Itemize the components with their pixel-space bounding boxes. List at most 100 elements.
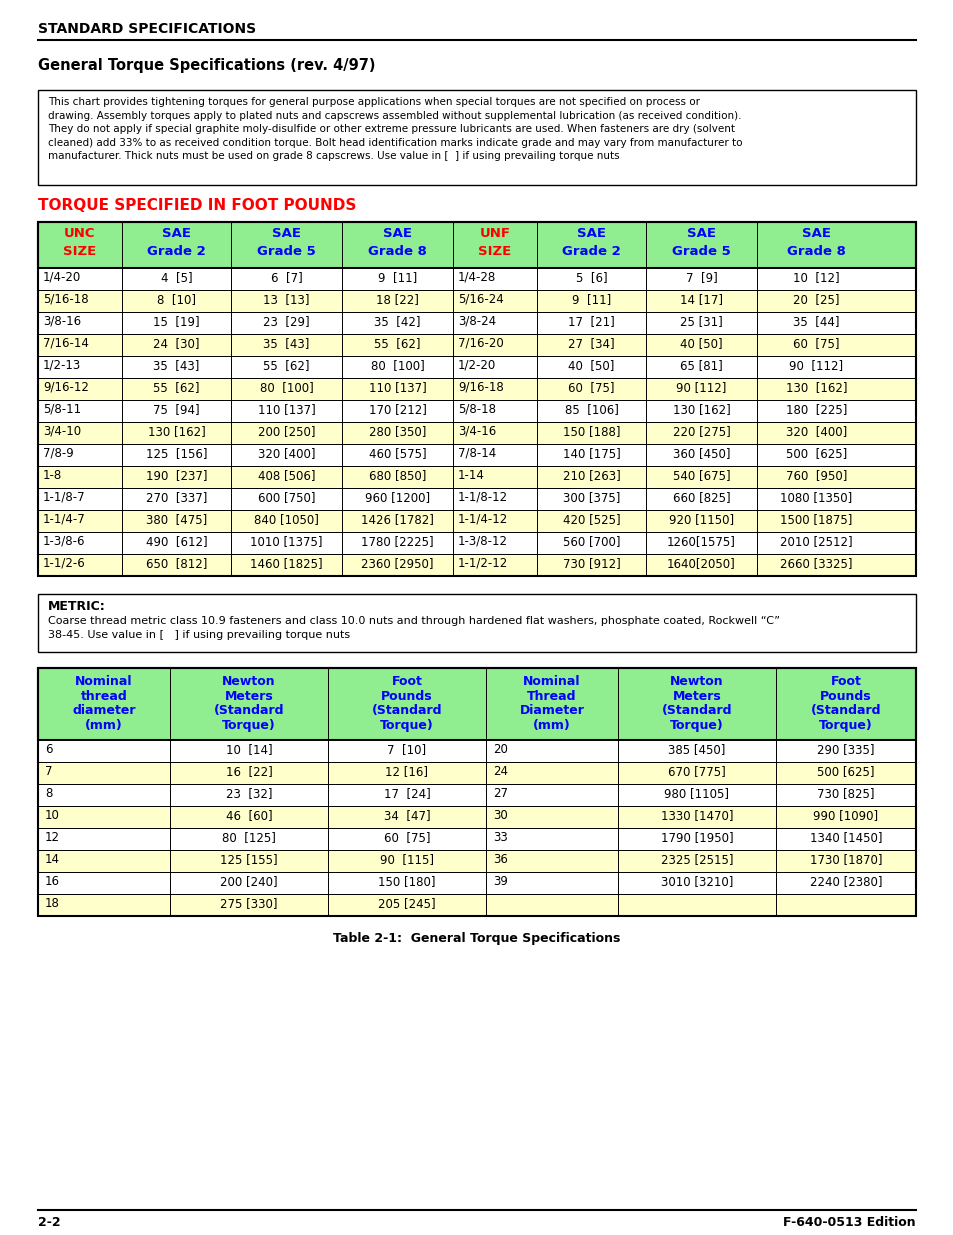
Text: 55  [62]: 55 [62] xyxy=(263,359,310,372)
Text: 460 [575]: 460 [575] xyxy=(368,447,426,459)
Text: 46  [60]: 46 [60] xyxy=(226,809,272,823)
Text: SAE: SAE xyxy=(686,227,716,240)
Text: 150 [180]: 150 [180] xyxy=(377,876,436,888)
Text: 24: 24 xyxy=(493,764,507,778)
Text: Pounds: Pounds xyxy=(820,689,871,703)
Text: 130 [162]: 130 [162] xyxy=(148,425,205,438)
Text: SAE: SAE xyxy=(162,227,191,240)
Bar xyxy=(38,222,915,576)
Text: Grade 2: Grade 2 xyxy=(561,245,620,258)
Text: 9  [11]: 9 [11] xyxy=(571,293,611,306)
Text: 670 [775]: 670 [775] xyxy=(667,764,725,778)
Text: 90 [112]: 90 [112] xyxy=(676,382,726,394)
Bar xyxy=(38,740,915,762)
Text: 80  [125]: 80 [125] xyxy=(222,831,275,844)
Bar xyxy=(38,668,915,916)
Text: (Standard: (Standard xyxy=(213,704,284,718)
Text: 12: 12 xyxy=(45,831,60,844)
Text: 4  [5]: 4 [5] xyxy=(160,270,193,284)
Text: Newton: Newton xyxy=(222,676,275,688)
Text: Coarse thread metric class 10.9 fasteners and class 10.0 nuts and through harden: Coarse thread metric class 10.9 fastener… xyxy=(48,616,780,640)
Text: Table 2-1:  General Torque Specifications: Table 2-1: General Torque Specifications xyxy=(333,932,620,945)
Text: 2010 [2512]: 2010 [2512] xyxy=(780,535,852,548)
Text: 500  [625]: 500 [625] xyxy=(785,447,846,459)
Text: 80  [100]: 80 [100] xyxy=(259,382,313,394)
Text: Foot: Foot xyxy=(391,676,422,688)
Bar xyxy=(38,290,915,312)
Text: 39: 39 xyxy=(493,876,507,888)
Text: 3/8-16: 3/8-16 xyxy=(43,315,81,329)
Text: Grade 8: Grade 8 xyxy=(368,245,427,258)
Text: 650  [812]: 650 [812] xyxy=(146,557,207,571)
Text: 36: 36 xyxy=(493,853,507,866)
Text: 730 [825]: 730 [825] xyxy=(817,787,874,800)
Text: 8  [10]: 8 [10] xyxy=(157,293,195,306)
Text: 200 [250]: 200 [250] xyxy=(257,425,314,438)
Text: 1/4-28: 1/4-28 xyxy=(457,270,496,284)
Text: 80  [100]: 80 [100] xyxy=(370,359,424,372)
Text: 35  [42]: 35 [42] xyxy=(374,315,420,329)
Text: METRIC:: METRIC: xyxy=(48,600,106,613)
Text: 1-1/2-12: 1-1/2-12 xyxy=(457,557,508,571)
Text: 60  [75]: 60 [75] xyxy=(383,831,430,844)
Text: Torque): Torque) xyxy=(222,719,275,731)
Text: 23  [32]: 23 [32] xyxy=(226,787,272,800)
Text: 990 [1090]: 990 [1090] xyxy=(813,809,878,823)
Text: SIZE: SIZE xyxy=(63,245,96,258)
Text: 5/8-18: 5/8-18 xyxy=(457,403,496,416)
Text: 490  [612]: 490 [612] xyxy=(146,535,207,548)
Text: 920 [1150]: 920 [1150] xyxy=(668,513,733,526)
Text: 90  [115]: 90 [115] xyxy=(379,853,434,866)
Bar xyxy=(38,555,915,576)
Text: 1-8: 1-8 xyxy=(43,469,62,482)
Text: 1-14: 1-14 xyxy=(457,469,484,482)
Bar xyxy=(38,894,915,916)
Bar xyxy=(38,510,915,532)
Text: 24  [30]: 24 [30] xyxy=(153,337,199,350)
Text: 27: 27 xyxy=(493,787,507,800)
Text: Meters: Meters xyxy=(224,689,274,703)
Bar xyxy=(38,333,915,356)
Text: 60  [75]: 60 [75] xyxy=(568,382,614,394)
Bar xyxy=(38,827,915,850)
Text: 6  [7]: 6 [7] xyxy=(271,270,302,284)
Bar xyxy=(38,312,915,333)
Text: Torque): Torque) xyxy=(379,719,434,731)
Text: 3010 [3210]: 3010 [3210] xyxy=(660,876,733,888)
Text: (Standard: (Standard xyxy=(661,704,732,718)
Text: 280 [350]: 280 [350] xyxy=(369,425,426,438)
Text: 8: 8 xyxy=(45,787,52,800)
Text: 1-1/4-7: 1-1/4-7 xyxy=(43,513,86,526)
Text: 1-1/8-7: 1-1/8-7 xyxy=(43,492,86,504)
Text: TORQUE SPECIFIED IN FOOT POUNDS: TORQUE SPECIFIED IN FOOT POUNDS xyxy=(38,198,356,212)
Text: 25 [31]: 25 [31] xyxy=(679,315,722,329)
Text: Nominal: Nominal xyxy=(522,676,580,688)
Text: 270  [337]: 270 [337] xyxy=(146,492,207,504)
Text: 125  [156]: 125 [156] xyxy=(146,447,207,459)
Text: 960 [1200]: 960 [1200] xyxy=(365,492,430,504)
Text: 7/16-14: 7/16-14 xyxy=(43,337,89,350)
Text: UNF: UNF xyxy=(479,227,510,240)
Text: 27  [34]: 27 [34] xyxy=(568,337,614,350)
Text: 300 [375]: 300 [375] xyxy=(562,492,619,504)
Text: 10: 10 xyxy=(45,809,60,823)
Text: 110 [137]: 110 [137] xyxy=(257,403,315,416)
Text: 10  [12]: 10 [12] xyxy=(792,270,839,284)
Text: SAE: SAE xyxy=(801,227,830,240)
Text: 15  [19]: 15 [19] xyxy=(153,315,199,329)
Text: Foot: Foot xyxy=(830,676,861,688)
Text: 1-3/8-6: 1-3/8-6 xyxy=(43,535,86,548)
Text: 980 [1105]: 980 [1105] xyxy=(664,787,729,800)
Text: 2240 [2380]: 2240 [2380] xyxy=(809,876,882,888)
Text: diameter: diameter xyxy=(72,704,135,718)
Bar xyxy=(38,850,915,872)
Bar xyxy=(38,594,915,652)
Text: 3/4-10: 3/4-10 xyxy=(43,425,81,438)
Text: 2360 [2950]: 2360 [2950] xyxy=(361,557,434,571)
Text: 7/16-20: 7/16-20 xyxy=(457,337,503,350)
Text: 5/16-18: 5/16-18 xyxy=(43,293,89,306)
Bar xyxy=(38,268,915,290)
Text: 55  [62]: 55 [62] xyxy=(153,382,199,394)
Text: 275 [330]: 275 [330] xyxy=(220,897,277,910)
Text: 680 [850]: 680 [850] xyxy=(369,469,426,482)
